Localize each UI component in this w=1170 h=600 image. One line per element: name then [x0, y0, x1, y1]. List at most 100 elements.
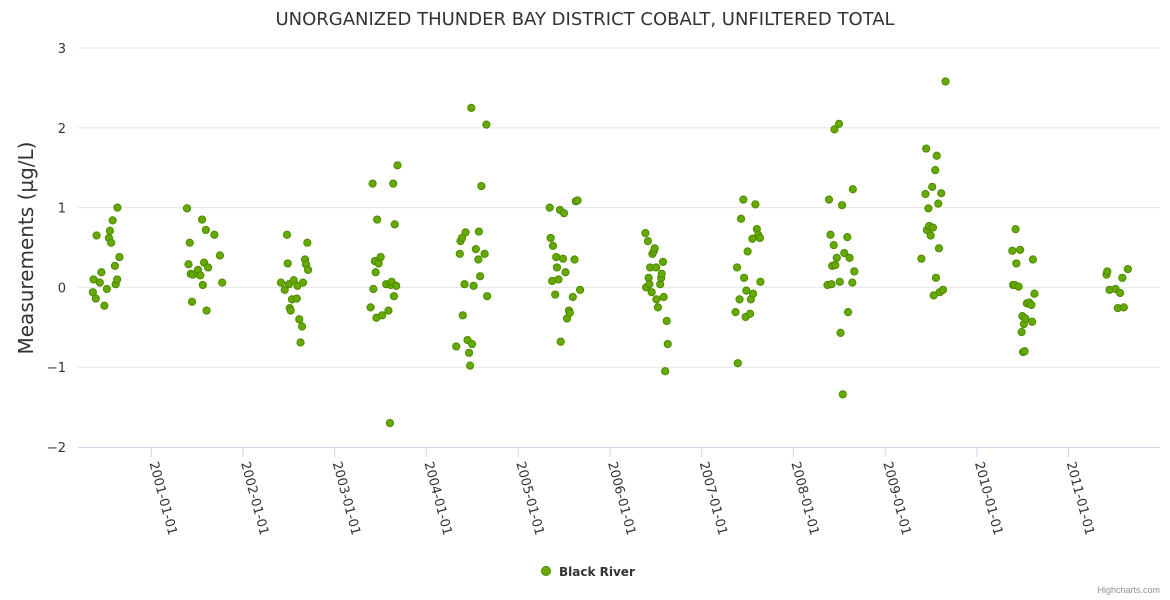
legend[interactable]: Black River	[541, 565, 635, 579]
data-point[interactable]	[1008, 246, 1017, 255]
data-point[interactable]	[1030, 289, 1039, 298]
data-point[interactable]	[659, 292, 668, 302]
data-point[interactable]	[1027, 300, 1036, 310]
data-point[interactable]	[832, 253, 841, 262]
data-point[interactable]	[204, 263, 213, 272]
data-point[interactable]	[573, 196, 582, 205]
data-point[interactable]	[283, 259, 292, 268]
data-point[interactable]	[931, 273, 941, 282]
data-point[interactable]	[663, 339, 672, 349]
data-point[interactable]	[373, 215, 382, 224]
data-point[interactable]	[1118, 273, 1127, 282]
data-point[interactable]	[1021, 314, 1030, 323]
data-point[interactable]	[368, 179, 377, 188]
data-point[interactable]	[371, 268, 380, 277]
data-point[interactable]	[756, 277, 765, 286]
data-point[interactable]	[210, 230, 219, 239]
data-point[interactable]	[303, 265, 313, 274]
data-point[interactable]	[545, 203, 554, 212]
data-point[interactable]	[95, 278, 104, 287]
data-point[interactable]	[390, 220, 399, 229]
data-point[interactable]	[731, 308, 740, 317]
data-point[interactable]	[461, 228, 470, 237]
data-point[interactable]	[836, 328, 845, 337]
data-point[interactable]	[392, 281, 401, 290]
data-point[interactable]	[924, 204, 933, 213]
data-point[interactable]	[570, 255, 579, 264]
data-point[interactable]	[641, 229, 650, 238]
data-point[interactable]	[551, 290, 560, 299]
data-point[interactable]	[565, 308, 574, 318]
data-point[interactable]	[838, 390, 847, 399]
data-point[interactable]	[743, 247, 752, 256]
data-point[interactable]	[575, 285, 585, 294]
data-point[interactable]	[108, 216, 117, 225]
data-point[interactable]	[934, 199, 943, 208]
data-point[interactable]	[843, 233, 852, 242]
data-point[interactable]	[297, 322, 307, 331]
data-point[interactable]	[1028, 317, 1037, 326]
data-point[interactable]	[941, 77, 950, 86]
data-point[interactable]	[483, 292, 492, 301]
data-point[interactable]	[824, 195, 834, 204]
data-point[interactable]	[289, 276, 298, 285]
data-point[interactable]	[932, 151, 941, 160]
data-point[interactable]	[652, 263, 661, 272]
data-point[interactable]	[647, 288, 656, 297]
data-point[interactable]	[89, 275, 98, 284]
data-point[interactable]	[830, 125, 839, 134]
series-black-river[interactable]	[88, 77, 1132, 428]
data-point[interactable]	[1103, 267, 1112, 276]
data-point[interactable]	[829, 241, 838, 250]
data-point[interactable]	[458, 311, 467, 320]
credits-link[interactable]: Highcharts.com	[1097, 585, 1160, 595]
data-point[interactable]	[296, 338, 305, 347]
data-point[interactable]	[182, 204, 192, 213]
data-point[interactable]	[1115, 288, 1125, 298]
data-point[interactable]	[645, 280, 654, 289]
data-point[interactable]	[464, 348, 474, 357]
data-point[interactable]	[928, 223, 938, 232]
data-point[interactable]	[922, 144, 931, 153]
data-point[interactable]	[276, 278, 286, 287]
data-point[interactable]	[471, 244, 480, 254]
data-point[interactable]	[827, 280, 836, 289]
data-point[interactable]	[732, 263, 742, 272]
data-point[interactable]	[837, 201, 847, 210]
data-point[interactable]	[218, 278, 227, 287]
data-point[interactable]	[113, 275, 122, 284]
data-point[interactable]	[548, 241, 558, 251]
data-point[interactable]	[1011, 225, 1020, 234]
data-point[interactable]	[831, 260, 840, 270]
data-point[interactable]	[751, 200, 760, 209]
data-point[interactable]	[840, 248, 849, 258]
data-point[interactable]	[295, 315, 304, 324]
data-point[interactable]	[91, 294, 100, 303]
data-point[interactable]	[1123, 264, 1132, 274]
data-point[interactable]	[369, 284, 378, 294]
data-point[interactable]	[928, 182, 937, 191]
data-point[interactable]	[733, 359, 742, 368]
data-point[interactable]	[755, 233, 765, 243]
data-point[interactable]	[934, 244, 944, 253]
data-point[interactable]	[917, 254, 926, 263]
data-point[interactable]	[467, 339, 477, 349]
data-point[interactable]	[113, 203, 122, 212]
data-point[interactable]	[561, 268, 570, 277]
data-point[interactable]	[662, 316, 671, 326]
data-point[interactable]	[742, 286, 751, 295]
data-point[interactable]	[845, 253, 854, 262]
data-point[interactable]	[926, 231, 935, 240]
data-point[interactable]	[185, 238, 194, 247]
data-point[interactable]	[1119, 303, 1128, 312]
data-point[interactable]	[393, 161, 402, 170]
data-point[interactable]	[474, 255, 483, 264]
data-point[interactable]	[657, 269, 666, 278]
data-point[interactable]	[938, 285, 948, 294]
data-point[interactable]	[658, 257, 668, 266]
data-point[interactable]	[452, 342, 461, 351]
data-point[interactable]	[556, 337, 565, 346]
data-point[interactable]	[389, 292, 399, 301]
data-point[interactable]	[215, 251, 225, 260]
data-point[interactable]	[303, 238, 312, 247]
